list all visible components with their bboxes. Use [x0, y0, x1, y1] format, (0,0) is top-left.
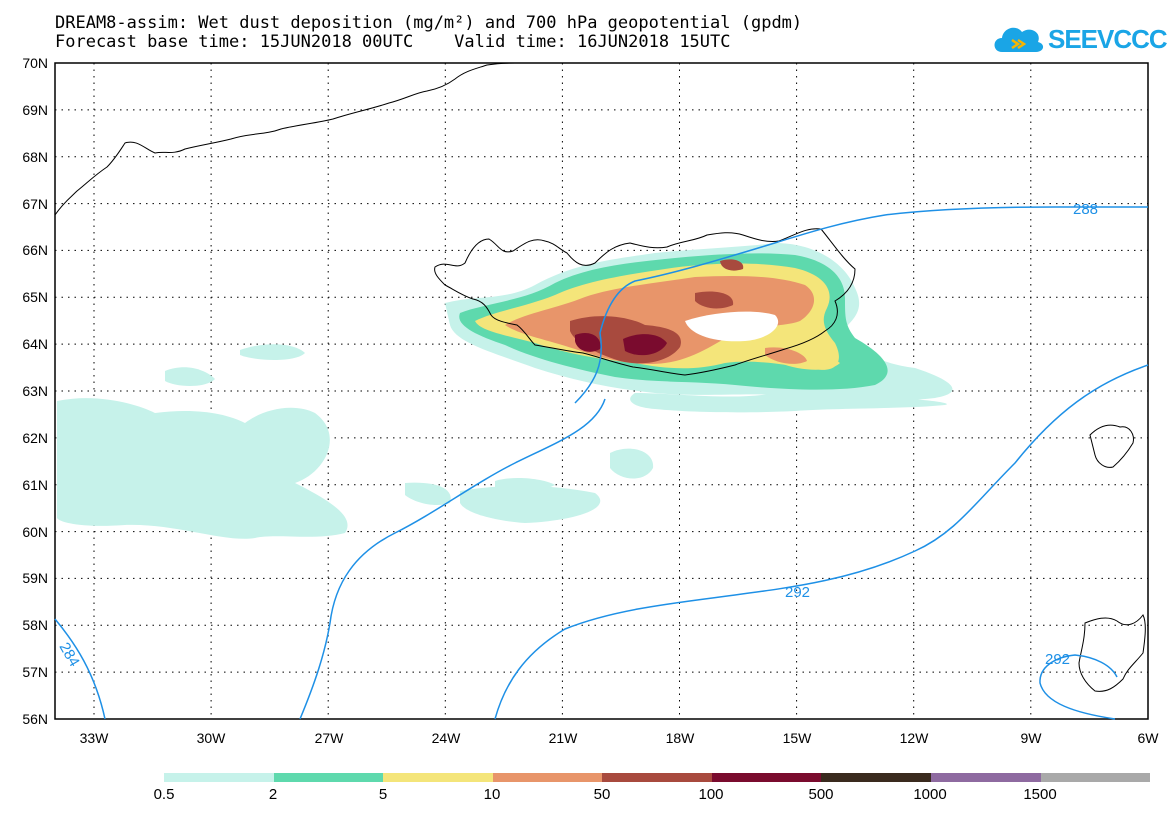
deposition-area-0.5	[240, 344, 305, 360]
lon-label: 18W	[665, 730, 695, 746]
deposition-area-0.5	[405, 482, 451, 506]
lat-label: 57N	[22, 664, 48, 680]
contour-label: 288	[1073, 201, 1098, 218]
glacier-area	[685, 311, 779, 342]
logo-text: SEEVCCC	[1048, 24, 1168, 54]
deposition-area-10	[765, 347, 807, 364]
lon-label: 30W	[196, 730, 226, 746]
lat-label: 62N	[22, 430, 48, 446]
chart-title: DREAM8-assim: Wet dust deposition (mg/m²…	[55, 13, 803, 33]
lat-label: 70N	[22, 55, 48, 71]
lat-label: 61N	[22, 477, 48, 493]
lat-label: 59N	[22, 570, 48, 586]
graticule	[55, 63, 1148, 719]
legend-swatch	[711, 773, 822, 782]
lon-label: 27W	[314, 730, 344, 746]
seevccc-logo: SEEVCCC	[990, 20, 1168, 60]
deposition-shading	[57, 243, 953, 539]
legend-swatch	[930, 773, 1041, 782]
lat-label: 67N	[22, 196, 48, 212]
legend-label: 500	[808, 786, 834, 803]
contour-line-north	[299, 398, 606, 720]
deposition-area-0.5	[57, 398, 348, 539]
legend-swatch	[492, 773, 603, 782]
lon-label: 9W	[1020, 730, 1042, 746]
deposition-area-50	[720, 259, 744, 271]
lat-label: 56N	[22, 711, 48, 727]
deposition-area-0.5	[165, 367, 215, 386]
geopotential-contours	[54, 206, 1149, 720]
color-legend	[164, 773, 1151, 782]
legend-swatch	[1040, 773, 1151, 782]
legend-label: 100	[698, 786, 724, 803]
contour-line-292	[494, 364, 1149, 720]
legend-swatch	[602, 773, 712, 782]
lat-label: 66N	[22, 242, 48, 258]
deposition-area-50	[695, 291, 734, 309]
coastline-faroe	[1089, 424, 1134, 468]
lat-label: 58N	[22, 617, 48, 633]
legend-label: 50	[593, 786, 611, 803]
lon-label: 33W	[79, 730, 109, 746]
deposition-area-0.5	[460, 485, 601, 523]
coastline-scotland	[1078, 614, 1146, 692]
coastline-iceland	[434, 228, 856, 376]
lon-label: 6W	[1137, 730, 1159, 746]
lat-label: 69N	[22, 102, 48, 118]
legend-swatch	[273, 773, 384, 782]
contour-line-292-east	[1039, 654, 1118, 720]
lon-label: 24W	[431, 730, 461, 746]
contour-line-288	[574, 206, 1148, 404]
legend-label: 1500	[1023, 786, 1057, 803]
contour-line-284	[54, 618, 106, 720]
coastline-greenland	[54, 62, 516, 216]
lat-label: 63N	[22, 383, 48, 399]
legend-label: 1000	[913, 786, 947, 803]
cloud-icon	[994, 27, 1044, 52]
legend-label: 2	[268, 786, 278, 803]
deposition-area-100	[575, 332, 601, 352]
lat-label: 65N	[22, 289, 48, 305]
deposition-area-0.5	[495, 478, 555, 491]
legend-swatch	[383, 773, 493, 782]
deposition-area-100	[623, 334, 667, 356]
deposition-area-0.5	[610, 448, 654, 479]
lat-label: 68N	[22, 149, 48, 165]
legend-swatch	[821, 773, 931, 782]
coastlines	[54, 62, 1146, 692]
lon-label: 12W	[899, 730, 929, 746]
lon-label: 15W	[782, 730, 812, 746]
contour-label: 292	[785, 584, 810, 601]
legend-swatch	[164, 773, 274, 782]
chart-subtitle: Forecast base time: 15JUN2018 00UTC Vali…	[55, 32, 731, 52]
lat-label: 60N	[22, 524, 48, 540]
lat-label: 64N	[22, 336, 48, 352]
contour-label: 292	[1045, 651, 1070, 668]
lon-label: 21W	[548, 730, 578, 746]
legend-label: 0.5	[153, 786, 175, 803]
map-plot: 288 292 292 284	[54, 62, 1149, 720]
legend-label: 10	[483, 786, 501, 803]
legend-label: 5	[378, 786, 388, 803]
